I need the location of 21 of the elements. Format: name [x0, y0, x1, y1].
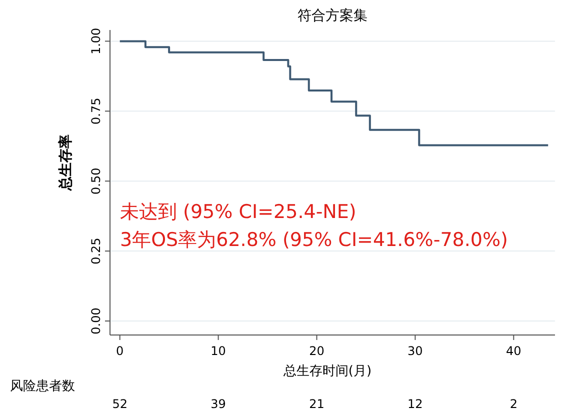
- y-tick-label: 0.75: [89, 98, 103, 125]
- text: 12: [408, 397, 423, 411]
- chart-title: 符合方案集: [298, 7, 368, 24]
- y-tick-label: 1.00: [89, 28, 103, 55]
- x-tick-label: 40: [506, 344, 522, 358]
- x-tick-label: 20: [309, 344, 324, 358]
- y-tick-label: 0.00: [89, 308, 103, 334]
- y-axis-title: 总生存率: [57, 134, 74, 192]
- annotation: 3年OS率为62.8% (95% CI=41.6%-78.0%): [120, 229, 508, 251]
- y-tick-label: 0.50: [89, 168, 103, 194]
- text: 风险患者数: [10, 379, 75, 394]
- x-tick-label: 10: [210, 344, 226, 358]
- text: 52: [112, 397, 128, 411]
- text: 2: [510, 397, 518, 411]
- text: 21: [309, 397, 324, 411]
- x-axis-title: 总生存时间(月): [282, 364, 372, 379]
- annotation: 未达到 (95% CI=25.4-NE): [120, 201, 356, 223]
- y-tick-label: 0.25: [89, 238, 103, 264]
- text: 39: [210, 397, 226, 411]
- x-tick-label: 0: [116, 344, 124, 358]
- x-tick-label: 30: [408, 344, 423, 358]
